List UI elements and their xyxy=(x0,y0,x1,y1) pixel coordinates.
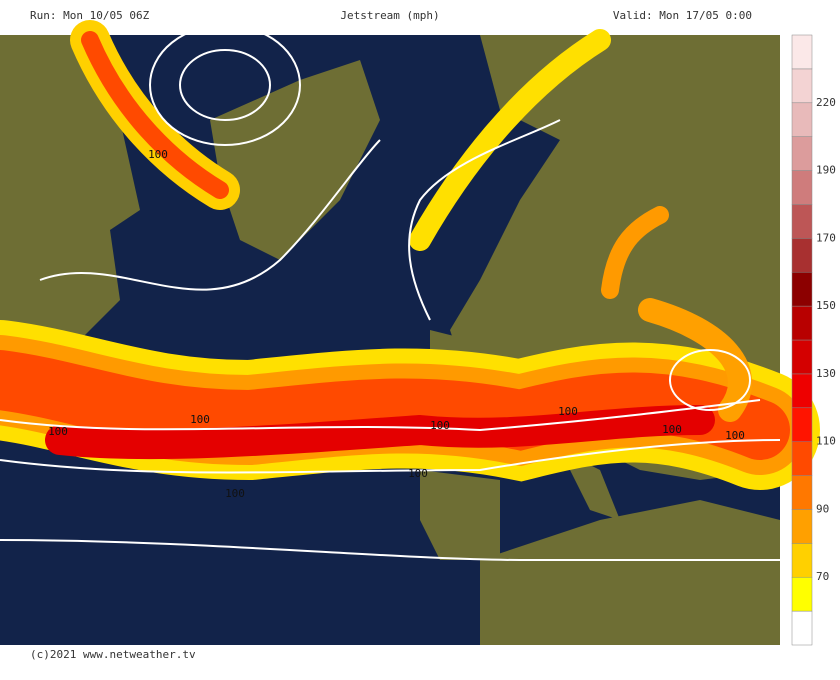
colorbar-label: 190 xyxy=(816,164,836,177)
run-label: Run: Mon 10/05 06Z xyxy=(30,9,150,22)
colorbar-segment xyxy=(791,610,813,646)
jetstream xyxy=(0,20,820,490)
colorbar-segment xyxy=(791,441,813,476)
colorbar-segment xyxy=(791,238,813,273)
colorbar-segment xyxy=(791,34,813,70)
colorbar-segment xyxy=(791,271,813,307)
colorbar-label: 220 xyxy=(816,96,836,109)
colorbar-segment xyxy=(791,204,813,239)
colorbar-segment xyxy=(791,136,813,171)
contour-label: 100 xyxy=(725,429,745,442)
colorbar-segment xyxy=(791,543,813,578)
contour-label: 100 xyxy=(225,487,245,500)
colorbar-label: 170 xyxy=(816,231,836,244)
contour-label: 100 xyxy=(558,405,578,418)
colorbar-segment xyxy=(791,475,813,510)
colorbar-label: 130 xyxy=(816,367,836,380)
contours xyxy=(0,24,781,562)
contour-labels: 100 100 100 100 100 100 100 100 100 xyxy=(48,148,745,500)
colorbar-segment xyxy=(791,170,813,205)
footer: (c)2021 www.netweather.tv xyxy=(30,648,196,661)
contour-label: 100 xyxy=(430,419,450,432)
colorbar-segment xyxy=(791,68,813,104)
contour-label: 100 xyxy=(662,423,682,436)
colorbar-segment xyxy=(791,509,813,544)
colorbar-label: 90 xyxy=(816,502,829,515)
valid-label: Valid: Mon 17/05 0:00 xyxy=(613,9,752,22)
map: 100 100 100 100 100 100 100 100 100 xyxy=(0,20,820,645)
colorbar: 70 90 110 130 150 170 190 220 xyxy=(791,34,836,646)
colorbar-segment xyxy=(791,305,813,341)
title: Jetstream (mph) xyxy=(340,9,439,22)
colorbar-segment xyxy=(791,407,813,442)
colorbar-label: 70 xyxy=(816,570,829,583)
contour-label: 100 xyxy=(408,467,428,480)
colorbar-label: 150 xyxy=(816,299,836,312)
colorbar-label: 110 xyxy=(816,435,836,448)
contour-label: 100 xyxy=(190,413,210,426)
contour-label: 100 xyxy=(48,425,68,438)
colorbar-segment xyxy=(791,576,813,612)
contour-label: 100 xyxy=(148,148,168,161)
colorbar-segment xyxy=(791,339,813,375)
colorbar-segment xyxy=(791,373,813,409)
colorbar-segment xyxy=(791,102,813,137)
